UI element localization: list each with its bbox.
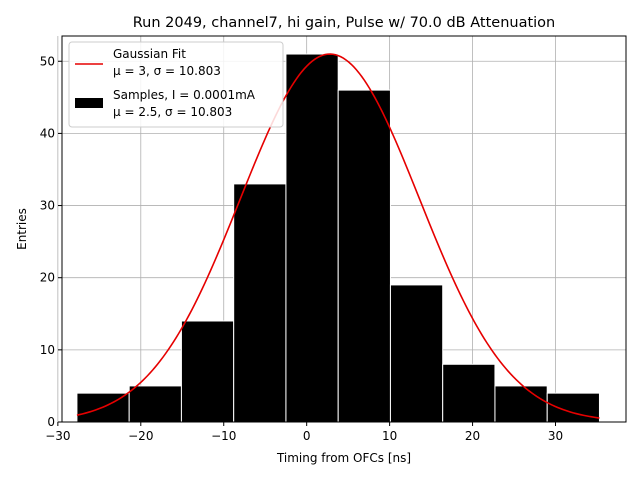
- histogram-bar: [285, 53, 339, 423]
- y-tick-label: 30: [40, 199, 55, 213]
- y-tick-label: 50: [40, 54, 55, 68]
- y-tick-label: 0: [47, 415, 55, 429]
- histogram-bar: [546, 392, 600, 423]
- x-axis-label: Timing from OFCs [ns]: [276, 451, 411, 465]
- y-axis-ticks: 0 10 20 30 40 50: [40, 54, 62, 429]
- x-tick-label: 30: [548, 429, 563, 443]
- gaussian-fit-curve: [76, 53, 600, 419]
- legend: Gaussian Fit μ = 3, σ = 10.803 Samples, …: [68, 41, 284, 128]
- y-tick-label: 10: [40, 343, 55, 357]
- x-tick-label: 20: [465, 429, 480, 443]
- legend-fit-params: μ = 3, σ = 10.803: [113, 64, 221, 78]
- x-axis-ticks: −30 −20 −10 0 10 20 30: [45, 422, 563, 443]
- x-tick-label: 10: [382, 429, 397, 443]
- legend-samples-params: μ = 2.5, σ = 10.803: [113, 105, 232, 119]
- x-tick-label: 0: [303, 429, 311, 443]
- y-tick-label: 20: [40, 271, 55, 285]
- y-axis-label: Entries: [15, 208, 29, 250]
- histogram-bar: [442, 363, 496, 423]
- plot-frame: [61, 35, 627, 423]
- histogram-bar: [233, 183, 287, 423]
- chart-title: Run 2049, channel7, hi gain, Pulse w/ 70…: [133, 15, 556, 31]
- legend-samples-swatch: [75, 98, 103, 108]
- x-tick-label: −20: [128, 429, 153, 443]
- histogram-bar: [337, 89, 391, 423]
- legend-fit-label: Gaussian Fit: [113, 47, 186, 61]
- x-tick-label: −30: [45, 429, 70, 443]
- x-tick-label: −10: [211, 429, 236, 443]
- legend-box: [68, 41, 284, 128]
- histogram-bar: [389, 284, 444, 423]
- y-tick-label: 40: [40, 126, 55, 140]
- legend-samples-label: Samples, I = 0.0001mA: [113, 88, 256, 102]
- histogram-bar: [494, 385, 548, 423]
- histogram-bar: [128, 385, 182, 423]
- histogram-bar: [180, 320, 235, 423]
